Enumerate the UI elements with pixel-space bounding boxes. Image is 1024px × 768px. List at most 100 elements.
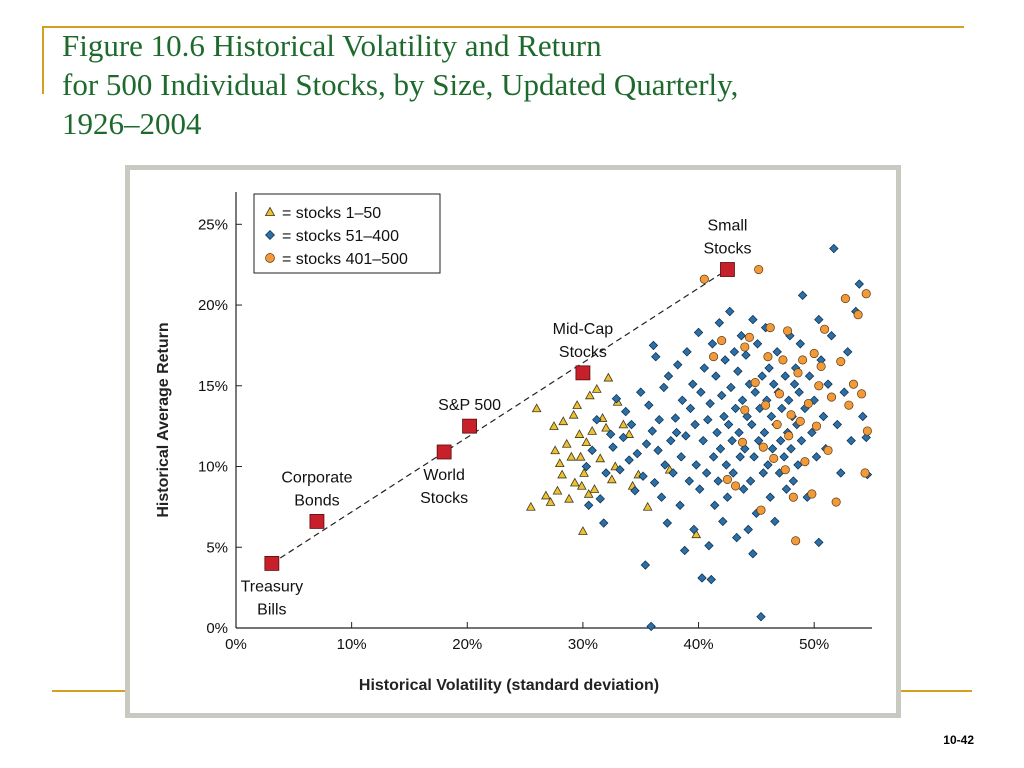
data-point-stocks-1-50 [552,485,563,495]
data-point-stocks-51-400 [689,524,699,535]
data-point-stocks-401-500 [820,324,830,334]
data-point-stocks-401-500 [848,379,859,389]
data-point-stocks-51-400 [713,476,723,486]
series-circle [699,264,872,546]
data-point-stocks-401-500 [763,352,773,362]
data-point-stocks-1-50 [531,403,542,413]
data-point-stocks-51-400 [747,419,757,430]
data-point-stocks-401-500 [769,453,779,463]
legend-box [253,193,441,274]
data-point-stocks-51-400 [638,471,648,481]
data-point-stocks-51-400 [826,331,837,341]
data-point-stocks-401-500 [780,465,790,475]
data-point-stocks-51-400 [695,484,705,494]
data-point-stocks-1-50 [595,453,606,463]
data-point-stocks-401-500 [800,457,810,467]
data-point-stocks-1-50 [579,467,589,477]
slide-title-line-2: for 500 Individual Stocks, by Size, Upda… [62,67,739,102]
legend: = stocks 1–50 = stocks 51–400 = stocks 401… [253,193,441,274]
data-point-stocks-1-50 [587,425,598,435]
data-point-stocks-51-400 [814,537,824,548]
data-point-stocks-51-400 [797,290,808,301]
data-point-stocks-51-400 [703,414,713,425]
data-point-stocks-401-500 [788,492,798,502]
data-point-stocks-51-400 [656,492,667,502]
data-point-stocks-401-500 [783,326,793,336]
data-point-stocks-51-400 [587,445,597,456]
data-point-stocks-51-400 [750,387,760,397]
data-point-stocks-51-400 [756,612,766,622]
data-point-stocks-51-400 [719,411,729,422]
x-tick-label: 0% [225,636,247,653]
data-point-stocks-401-500 [754,264,764,275]
data-point-stocks-51-400 [749,452,759,462]
data-point-stocks-51-400 [763,460,773,470]
portfolio-marker [264,556,280,571]
data-point-stocks-51-400 [757,371,767,381]
data-point-stocks-51-400 [777,403,787,414]
portfolio-label: Corporate [281,469,352,486]
data-point-stocks-1-50 [576,480,587,490]
data-point-stocks-51-400 [769,379,779,389]
portfolio-label: Stocks [703,241,751,258]
data-point-stocks-51-400 [775,435,786,446]
data-point-stocks-51-400 [735,452,745,462]
data-point-stocks-51-400 [794,387,804,397]
data-point-stocks-51-400 [601,468,611,478]
data-point-stocks-51-400 [677,395,688,406]
data-point-stocks-401-500 [836,357,846,367]
data-point-stocks-51-400 [723,419,734,430]
data-point-stocks-51-400 [662,518,673,528]
data-point-stocks-51-400 [836,468,846,478]
data-point-stocks-401-500 [778,355,788,365]
data-point-stocks-401-500 [793,368,803,378]
data-point-stocks-51-400 [729,347,740,357]
portfolio-marker [436,444,452,460]
data-point-stocks-51-400 [648,340,659,351]
y-tick-label: 10% [198,459,228,476]
data-point-stocks-1-50 [549,421,559,430]
y-axis-title: Historical Average Return [155,322,172,517]
x-tick-label: 40% [684,636,714,653]
data-point-stocks-51-400 [671,427,682,438]
data-point-stocks-51-400 [789,379,800,389]
portfolio-label: Stocks [559,344,607,361]
x-tick-label: 30% [568,636,598,653]
data-point-stocks-401-500 [784,431,794,441]
data-point-stocks-51-400 [795,339,806,349]
data-point-stocks-51-400 [741,350,751,360]
data-point-stocks-1-50 [584,390,595,400]
data-point-stocks-51-400 [705,398,715,409]
data-point-stocks-1-50 [603,372,614,382]
data-point-stocks-401-500 [740,342,750,352]
data-point-stocks-1-50 [591,383,602,393]
data-point-stocks-51-400 [626,419,637,430]
y-tick-label: 20% [198,297,228,314]
data-point-stocks-51-400 [779,452,789,462]
data-point-stocks-51-400 [740,444,750,454]
data-point-stocks-51-400 [615,465,625,475]
data-point-stocks-401-500 [809,348,819,359]
data-point-stocks-51-400 [684,476,694,486]
data-point-stocks-51-400 [781,484,792,494]
data-point-stocks-1-50 [564,493,574,503]
data-point-stocks-51-400 [599,518,609,528]
data-point-stocks-51-400 [742,411,752,422]
data-point-stocks-401-500 [717,336,727,346]
data-point-stocks-401-500 [795,416,805,426]
data-point-stocks-51-400 [722,492,733,502]
data-point-stocks-51-400 [726,382,736,393]
data-point-stocks-401-500 [861,289,871,299]
data-point-stocks-51-400 [764,363,774,373]
data-point-stocks-51-400 [608,442,618,452]
data-point-stocks-1-50 [589,484,600,493]
data-point-stocks-51-400 [704,540,714,551]
data-point-stocks-51-400 [659,382,669,393]
data-point-stocks-51-400 [712,427,722,438]
data-point-stocks-51-400 [630,486,640,496]
data-point-stocks-401-500 [786,410,796,420]
data-point-stocks-51-400 [854,279,864,289]
data-point-stocks-1-50 [566,451,577,461]
data-point-stocks-51-400 [753,435,764,446]
data-point-stocks-51-400 [748,314,758,325]
